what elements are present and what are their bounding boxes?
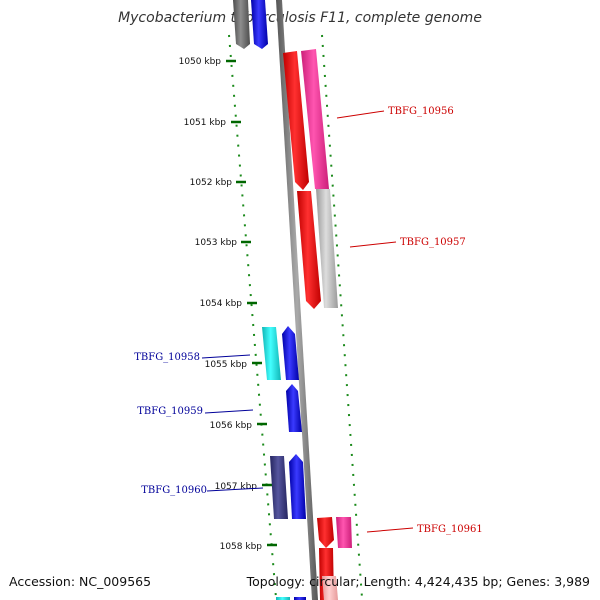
feature-blue-5 bbox=[289, 454, 306, 519]
gene-label-tbfg-10959[interactable]: TBFG_10959 bbox=[137, 406, 203, 417]
gene-label-tbfg-10957[interactable]: TBFG_10957 bbox=[400, 237, 466, 248]
feature-gray-2 bbox=[316, 189, 338, 308]
tick-label-1050: 1050 kbp bbox=[179, 57, 222, 67]
gene-label-tbfg-10958[interactable]: TBFG_10958 bbox=[134, 352, 200, 363]
feature-red-6 bbox=[317, 517, 334, 548]
feature-blue-bottom bbox=[294, 597, 306, 600]
tick-label-1055: 1055 kbp bbox=[205, 360, 248, 370]
tick-label-1051: 1051 kbp bbox=[184, 118, 227, 128]
feature-darkgray-top bbox=[233, 0, 250, 49]
gene-label-tbfg-10961[interactable]: TBFG_10961 bbox=[417, 524, 483, 535]
feature-blue-3 bbox=[282, 326, 299, 380]
genome-backbone bbox=[276, 0, 318, 600]
tick-label-1058: 1058 kbp bbox=[220, 542, 263, 552]
topology-text: Topology: circular; Length: 4,424,435 bp… bbox=[246, 574, 590, 589]
feature-cyan-bottom bbox=[276, 597, 290, 600]
feature-red-1 bbox=[283, 51, 309, 190]
inner-dotted-guide bbox=[228, 34, 277, 599]
leader-line-tbfg-10960 bbox=[206, 487, 264, 492]
gene-label-tbfg-10956[interactable]: TBFG_10956 bbox=[388, 106, 454, 117]
tick-label-1057: 1057 kbp bbox=[215, 482, 258, 492]
leader-line-tbfg-10957 bbox=[349, 241, 397, 248]
feature-pink-6 bbox=[336, 517, 352, 548]
tick-label-1054: 1054 kbp bbox=[200, 299, 243, 309]
feature-lightpink-7 bbox=[322, 576, 338, 600]
tick-label-1052: 1052 kbp bbox=[190, 178, 233, 188]
leader-line-tbfg-10961 bbox=[366, 527, 414, 533]
leader-line-tbfg-10956 bbox=[336, 110, 385, 119]
leader-line-tbfg-10959 bbox=[204, 409, 254, 414]
feature-blue-top bbox=[251, 0, 268, 49]
feature-layer bbox=[233, 0, 352, 600]
leader-line-tbfg-10958 bbox=[201, 354, 251, 359]
accession-text: Accession: NC_009565 bbox=[9, 574, 152, 589]
gene-label-layer: TBFG_10956 TBFG_10957 TBFG_10958 TBFG_10… bbox=[134, 106, 483, 535]
feature-blue-4 bbox=[286, 384, 302, 432]
feature-red-2 bbox=[297, 191, 321, 309]
outer-dotted-guide bbox=[321, 34, 363, 599]
tick-layer: 1050 kbp 1051 kbp 1052 kbp 1053 kbp 1054… bbox=[179, 57, 277, 552]
gene-label-tbfg-10960[interactable]: TBFG_10960 bbox=[141, 485, 207, 496]
tick-label-1053: 1053 kbp bbox=[195, 238, 238, 248]
tick-label-1056: 1056 kbp bbox=[210, 421, 253, 431]
feature-pink-1 bbox=[301, 49, 329, 189]
feature-navy-5 bbox=[270, 456, 288, 519]
map-title: Mycobacterium tuberculosis F11, complete… bbox=[118, 10, 482, 26]
dotted-guides bbox=[228, 34, 363, 599]
feature-cyan-3 bbox=[262, 327, 281, 380]
